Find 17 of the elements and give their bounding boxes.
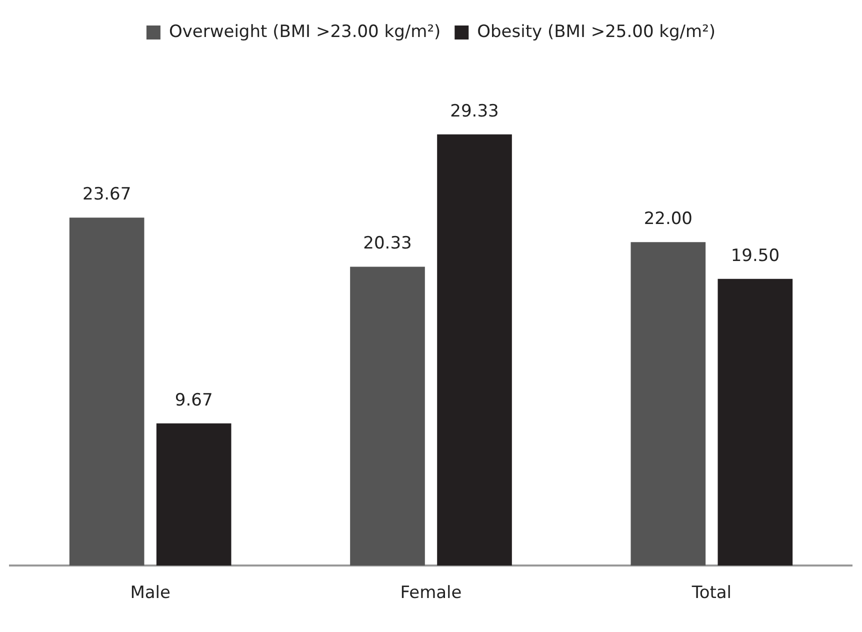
bar	[156, 423, 232, 566]
bar	[630, 242, 706, 566]
data-label: 20.33	[363, 234, 412, 254]
data-label: 19.50	[730, 246, 780, 266]
x-tick-label: Male	[130, 583, 170, 604]
bar	[69, 218, 144, 566]
legend-label: Overweight (BMI >23.00 kg/m²)	[168, 22, 441, 42]
legend-label: Obesity (BMI >25.00 kg/m²)	[477, 22, 716, 42]
data-label: 23.67	[82, 184, 132, 205]
data-label: 29.33	[450, 101, 499, 122]
bar	[350, 266, 425, 566]
x-tick-label: Total	[690, 583, 732, 604]
bar	[437, 134, 512, 566]
data-label: 22.00	[644, 209, 692, 230]
x-tick-label: Female	[400, 583, 462, 604]
bar	[718, 278, 793, 566]
data-label: 9.67	[174, 390, 213, 410]
